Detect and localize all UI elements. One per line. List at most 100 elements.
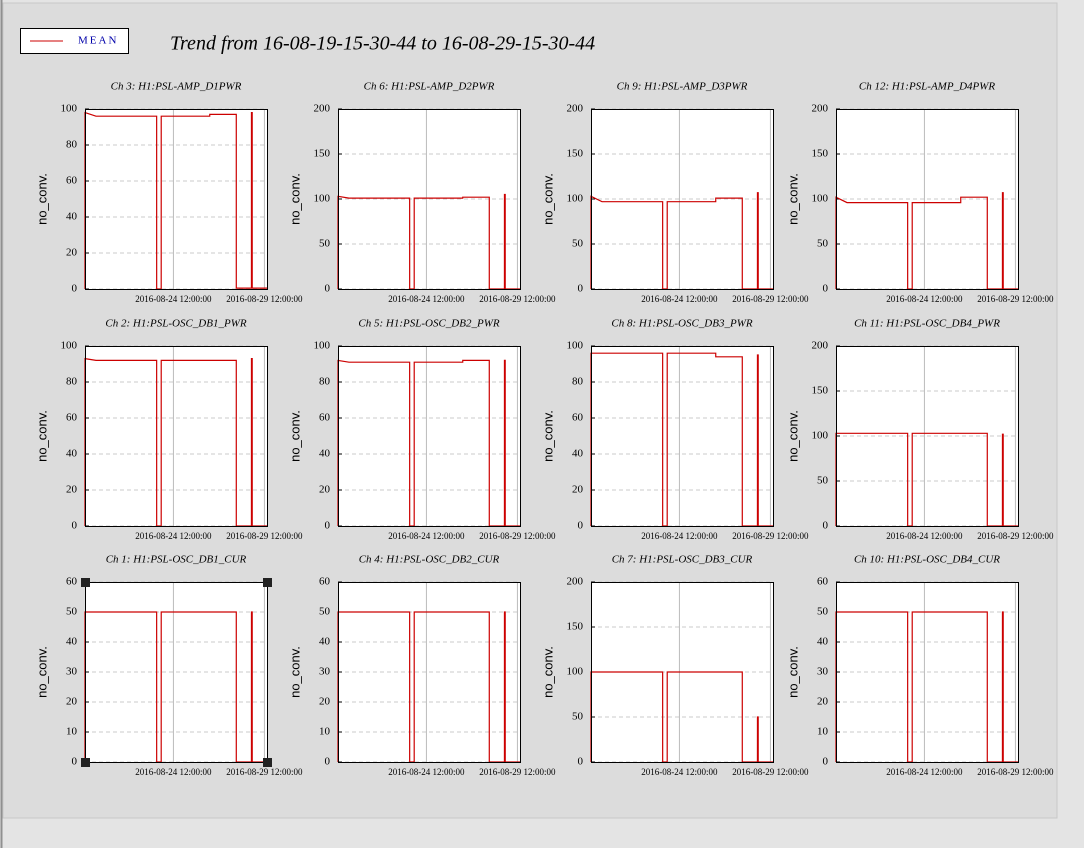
y-tick-label: 10 xyxy=(319,726,331,738)
legend[interactable]: MEAN xyxy=(20,28,129,54)
chart-panel: Ch 1: H1:PSL-OSC_DB1_CUR no_conv. 0 10 20 30 4… xyxy=(34,554,303,778)
x-tick-label: 2016-08-24 12:00:00 xyxy=(641,767,718,777)
chart-panel: Ch 10: H1:PSL-OSC_DB4_CUR no_conv. 0 10 20 30… xyxy=(785,554,1054,778)
chart-title: Ch 10: H1:PSL-OSC_DB4_CUR xyxy=(854,554,1000,566)
plot-frame xyxy=(591,109,774,290)
data-line xyxy=(337,359,520,527)
y-tick-label: 0 xyxy=(325,520,331,532)
y-axis-label: no_conv. xyxy=(540,173,555,225)
y-tick-label: 10 xyxy=(66,726,78,738)
plot-frame xyxy=(836,109,1019,290)
y-tick-label: 0 xyxy=(823,283,829,295)
x-tick-label: 2016-08-29 12:00:00 xyxy=(977,294,1054,304)
chart-title: Ch 7: H1:PSL-OSC_DB3_CUR xyxy=(612,554,753,566)
y-tick-label: 60 xyxy=(319,412,331,424)
chart-panel: Ch 8: H1:PSL-OSC_DB3_PWR no_conv. 0 20 40 60 8… xyxy=(540,318,809,542)
y-tick-label: 40 xyxy=(319,636,331,648)
x-tick-label: 2016-08-24 12:00:00 xyxy=(388,767,465,777)
y-tick-label: 40 xyxy=(572,448,584,460)
chart-title: Ch 9: H1:PSL-AMP_D3PWR xyxy=(617,81,748,93)
y-tick-label: 60 xyxy=(319,576,331,588)
data-line xyxy=(835,432,1018,527)
y-tick-label: 0 xyxy=(823,756,829,768)
plot-frame xyxy=(338,582,521,763)
x-tick-label: 2016-08-29 12:00:00 xyxy=(479,531,556,541)
y-tick-label: 0 xyxy=(823,520,829,532)
plot-frame xyxy=(85,582,268,763)
chart-panel: Ch 3: H1:PSL-AMP_D1PWR no_conv. 0 20 40 60 80 1… xyxy=(34,81,303,305)
y-axis-label: no_conv. xyxy=(287,173,302,225)
y-axis-label: no_conv. xyxy=(785,173,800,225)
y-tick-label: 30 xyxy=(66,666,78,678)
y-tick-label: 80 xyxy=(319,376,331,388)
data-line xyxy=(590,671,773,763)
chart-title: Ch 2: H1:PSL-OSC_DB1_PWR xyxy=(105,318,246,330)
x-tick-label: 2016-08-29 12:00:00 xyxy=(732,767,809,777)
data-line xyxy=(84,111,267,290)
y-tick-label: 200 xyxy=(314,103,331,115)
y-tick-label: 100 xyxy=(812,193,829,205)
y-tick-label: 150 xyxy=(812,385,829,397)
y-tick-label: 0 xyxy=(578,520,584,532)
x-tick-label: 2016-08-24 12:00:00 xyxy=(388,294,465,304)
y-tick-label: 0 xyxy=(72,283,78,295)
data-line xyxy=(835,192,1018,290)
y-tick-label: 100 xyxy=(61,340,78,352)
data-line xyxy=(84,357,267,527)
plot-frame xyxy=(338,109,521,290)
y-tick-label: 200 xyxy=(567,103,584,115)
y-tick-label: 150 xyxy=(567,621,584,633)
selection-handle xyxy=(263,758,272,767)
y-tick-label: 100 xyxy=(812,430,829,442)
y-tick-label: 200 xyxy=(567,576,584,588)
chart-panel: Ch 11: H1:PSL-OSC_DB4_PWR no_conv. 0 50 100 1… xyxy=(785,318,1054,542)
y-tick-label: 0 xyxy=(72,756,78,768)
y-tick-label: 20 xyxy=(319,696,331,708)
y-tick-label: 60 xyxy=(66,175,78,187)
y-tick-label: 150 xyxy=(314,148,331,160)
y-axis-label: no_conv. xyxy=(540,410,555,462)
y-tick-label: 200 xyxy=(812,340,829,352)
y-axis-label: no_conv. xyxy=(287,646,302,698)
y-tick-label: 80 xyxy=(66,376,78,388)
data-line xyxy=(337,193,520,290)
y-tick-label: 40 xyxy=(319,448,331,460)
y-axis-label: no_conv. xyxy=(540,646,555,698)
plot-frame xyxy=(85,109,268,290)
chart-panel: Ch 9: H1:PSL-AMP_D3PWR no_conv. 0 50 100 150 2… xyxy=(540,81,809,305)
data-line xyxy=(590,352,773,527)
data-line xyxy=(590,192,773,290)
page-title: Trend from 16-08-19-15-30-44 to 16-08-29… xyxy=(170,33,595,55)
y-tick-label: 100 xyxy=(567,666,584,678)
chart-title: Ch 12: H1:PSL-AMP_D4PWR xyxy=(859,81,996,93)
data-line xyxy=(84,611,267,763)
y-axis-label: no_conv. xyxy=(785,646,800,698)
y-tick-label: 0 xyxy=(325,283,331,295)
y-tick-label: 20 xyxy=(817,696,829,708)
y-tick-label: 50 xyxy=(817,475,829,487)
y-tick-label: 20 xyxy=(66,484,78,496)
plot-area xyxy=(338,346,520,526)
selection-handle xyxy=(263,578,272,587)
chart-title: Ch 5: H1:PSL-OSC_DB2_PWR xyxy=(358,318,499,330)
plot-area xyxy=(85,109,267,289)
x-tick-label: 2016-08-29 12:00:00 xyxy=(226,531,303,541)
chart-panel: Ch 2: H1:PSL-OSC_DB1_PWR no_conv. 0 20 40 60 8… xyxy=(34,318,303,542)
y-tick-label: 0 xyxy=(578,283,584,295)
charts: Ch 3: H1:PSL-AMP_D1PWR no_conv. 0 20 40 60 80 1… xyxy=(34,81,1054,778)
y-axis-label: no_conv. xyxy=(34,646,49,698)
chart-title: Ch 11: H1:PSL-OSC_DB4_PWR xyxy=(854,318,1000,330)
x-tick-label: 2016-08-29 12:00:00 xyxy=(226,294,303,304)
y-tick-label: 40 xyxy=(66,636,78,648)
plot-frame xyxy=(591,346,774,527)
y-tick-label: 10 xyxy=(817,726,829,738)
y-axis-label: no_conv. xyxy=(34,173,49,225)
x-tick-label: 2016-08-29 12:00:00 xyxy=(479,767,556,777)
y-tick-label: 50 xyxy=(319,238,331,250)
y-tick-label: 0 xyxy=(578,756,584,768)
y-tick-label: 200 xyxy=(812,103,829,115)
plot-frame xyxy=(836,582,1019,763)
x-tick-label: 2016-08-24 12:00:00 xyxy=(886,531,963,541)
